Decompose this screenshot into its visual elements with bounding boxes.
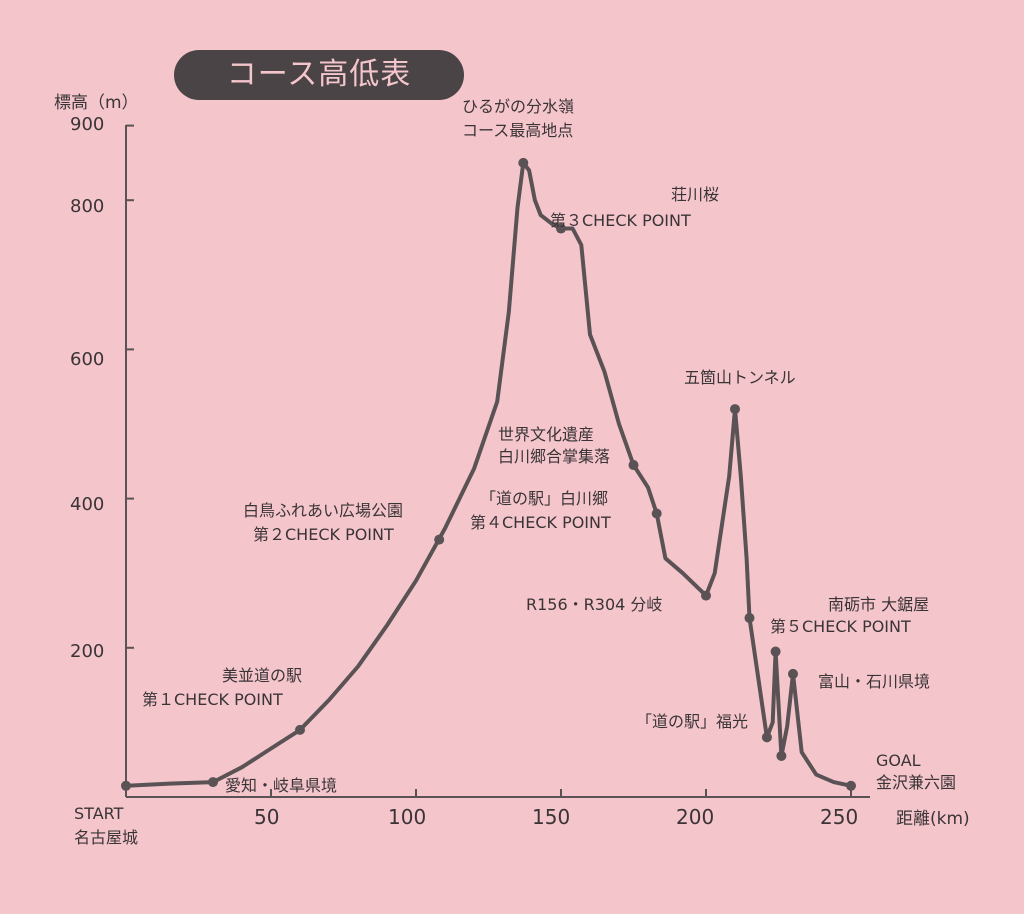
x-tick-label: 250 — [820, 805, 859, 829]
annotation-checkpoint-1-line2: 第１CHECK POINT — [142, 690, 283, 709]
annotation-checkpoint-4-line2: 第４CHECK POINT — [470, 513, 611, 532]
annotation-heritage-line1: 世界文化遺産 — [498, 425, 595, 444]
data-point-marker — [518, 157, 529, 168]
x-tick-label: 50 — [254, 805, 280, 829]
x-tick-label: 150 — [532, 805, 571, 829]
data-point-marker — [434, 534, 445, 545]
y-axis-title: 標高（m） — [54, 93, 139, 113]
data-point-marker — [744, 612, 755, 623]
x-axis-title: 距離(km) — [896, 809, 970, 829]
annotation-fukumitsu: 「道の駅」福光 — [636, 712, 749, 731]
annotation-shokawa-sakura: 荘川桜 — [671, 185, 720, 204]
elevation-line — [124, 160, 853, 788]
data-point-marker — [761, 732, 772, 743]
annotation-checkpoint-2-line2: 第２CHECK POINT — [253, 525, 394, 544]
annotation-prefecture-border-toyama: 富山・石川県境 — [818, 672, 931, 691]
annotation-checkpoint-5-line1: 南砺市 大鋸屋 — [828, 595, 930, 614]
y-tick-label: 200 — [70, 641, 105, 662]
data-point-marker — [295, 724, 305, 735]
annotation-goal-line1: GOAL — [876, 751, 921, 770]
annotation-goal-line2: 金沢兼六園 — [876, 773, 957, 792]
data-point-marker — [788, 668, 798, 679]
axis-ticks — [126, 124, 852, 797]
data-point-marker — [701, 590, 711, 601]
y-tick-label: 400 — [70, 494, 105, 515]
y-tick-label: 900 — [70, 114, 105, 135]
annotation-checkpoint-2-line1: 白鳥ふれあい広場公園 — [243, 501, 404, 520]
annotation-highest-point-line1: ひるがの分水嶺 — [462, 97, 575, 116]
y-tick-label: 600 — [70, 349, 105, 370]
x-tick-label: 200 — [676, 805, 715, 829]
annotation-highest-point-line2: コース最高地点 — [462, 121, 574, 140]
data-point-marker — [208, 777, 218, 788]
annotation-checkpoint-4-line1: 「道の駅」白川郷 — [480, 489, 609, 508]
data-point-marker — [846, 780, 856, 791]
annotation-prefecture-border-aichi: 愛知・岐阜県境 — [225, 776, 338, 795]
chart-title: コース高低表 — [174, 50, 464, 100]
annotation-checkpoint-5-line2: 第５CHECK POINT — [770, 617, 911, 636]
x-tick-label: 100 — [388, 805, 427, 829]
annotation-checkpoint-3: 第３CHECK POINT — [550, 211, 691, 230]
data-point-marker — [730, 404, 740, 415]
checkpoint-markers — [121, 157, 856, 791]
x-origin-sublabel: 名古屋城 — [74, 828, 139, 847]
y-tick-label: 800 — [70, 196, 105, 217]
data-point-marker — [776, 750, 787, 761]
data-point-marker — [556, 223, 566, 234]
data-point-marker — [121, 780, 131, 791]
x-origin-label: START — [74, 804, 124, 823]
annotation-checkpoint-1-line1: 美並道の駅 — [222, 666, 303, 685]
annotation-gokayama-tunnel: 五箇山トンネル — [684, 368, 796, 387]
data-point-marker — [628, 460, 639, 471]
annotation-heritage-line2: 白川郷合掌集落 — [498, 447, 611, 466]
data-point-marker — [770, 646, 781, 657]
annotation-junction: R156・R304 分岐 — [526, 595, 663, 614]
data-point-marker — [651, 508, 662, 519]
